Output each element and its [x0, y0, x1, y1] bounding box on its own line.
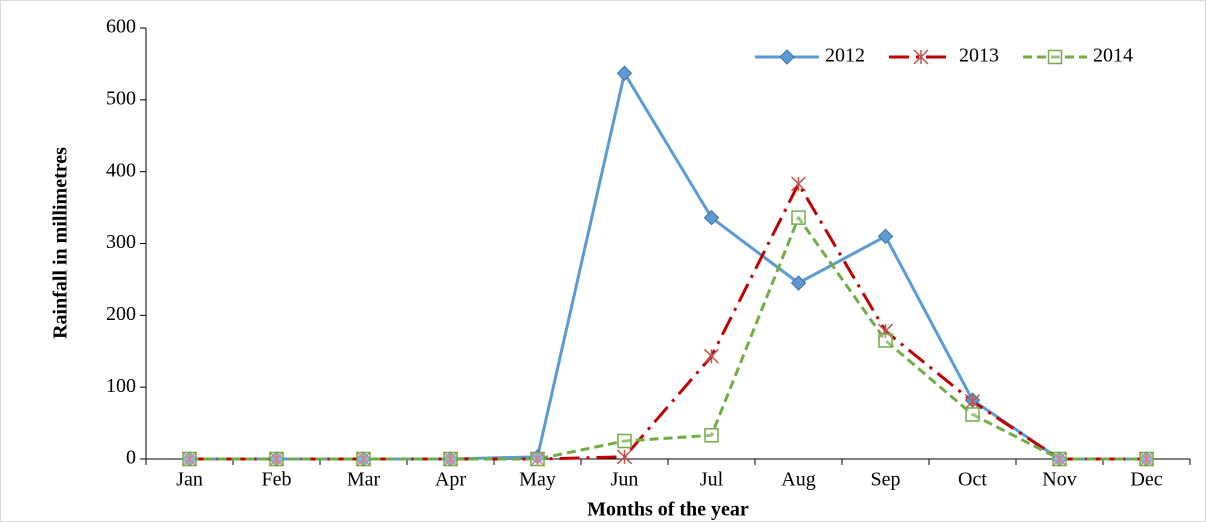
data-point — [791, 210, 806, 225]
legend-label: 2014 — [1093, 45, 1133, 67]
legend-label: 2012 — [825, 45, 865, 67]
data-point — [617, 433, 632, 449]
x-tick-label: Jan — [176, 469, 203, 491]
y-tick-label: 300 — [106, 231, 136, 253]
data-point — [529, 451, 546, 467]
y-axis-title: Rainfall in millimetres — [50, 147, 72, 339]
x-axis-title: Months of the year — [587, 499, 749, 521]
x-tick-label: Jul — [700, 469, 724, 491]
data-point — [530, 451, 545, 467]
legend-label: 2013 — [959, 45, 999, 67]
y-tick-label: 600 — [106, 16, 136, 38]
data-point — [1139, 451, 1154, 467]
y-tick-label: 200 — [106, 303, 136, 325]
data-point — [355, 451, 372, 467]
data-point — [616, 449, 633, 465]
legend-item: 2014 — [1023, 45, 1133, 67]
data-point — [877, 323, 894, 339]
data-point — [965, 407, 980, 422]
data-point — [1138, 451, 1155, 467]
data-point — [877, 228, 894, 245]
data-point — [703, 209, 720, 226]
data-point — [269, 451, 284, 467]
y-tick-label: 500 — [106, 87, 136, 109]
data-point — [1052, 451, 1067, 467]
x-tick-label: Nov — [1042, 469, 1076, 491]
data-point — [181, 451, 198, 467]
data-point — [356, 451, 371, 467]
data-point — [268, 451, 285, 467]
data-point — [878, 333, 893, 348]
x-tick-label: Sep — [871, 469, 901, 491]
data-point — [442, 451, 459, 467]
x-tick-label: Oct — [958, 469, 987, 491]
x-tick-label: Aug — [781, 469, 815, 491]
series-line — [189, 216, 1147, 461]
data-point — [1051, 451, 1068, 467]
data-point — [704, 428, 719, 443]
x-tick-label: Dec — [1130, 469, 1162, 491]
data-point — [790, 275, 807, 291]
y-tick-label: 0 — [126, 447, 136, 469]
data-point — [182, 451, 197, 467]
y-tick-label: 100 — [106, 375, 136, 397]
legend-marker — [1047, 49, 1063, 65]
x-tick-label: Feb — [262, 469, 292, 491]
x-tick-label: May — [519, 469, 556, 491]
data-point — [703, 348, 720, 364]
data-point — [443, 451, 458, 467]
legend-marker — [913, 49, 929, 65]
legend-item: 2013 — [889, 45, 999, 67]
y-tick-label: 400 — [106, 159, 136, 181]
legend-marker — [779, 49, 795, 65]
data-point — [616, 65, 633, 81]
data-point — [790, 176, 807, 192]
x-tick-label: Mar — [347, 469, 381, 491]
x-tick-label: Apr — [435, 469, 466, 491]
x-tick-label: Jun — [611, 469, 639, 491]
data-point — [964, 394, 981, 410]
